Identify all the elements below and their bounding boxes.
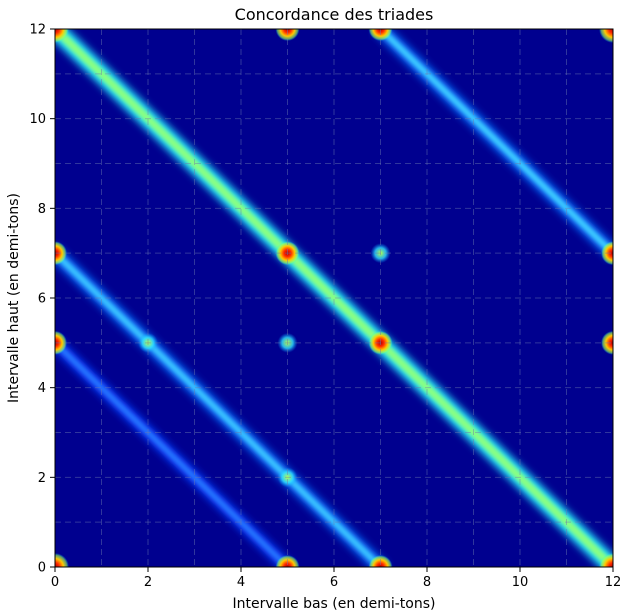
crossing-spot-0	[277, 332, 298, 353]
x-tick-label-2: 2	[144, 575, 152, 590]
peak-point-1	[55, 29, 69, 43]
ridge-diagonal-core-sum-5	[55, 340, 290, 567]
y-tick-label-6: 6	[38, 292, 46, 307]
peak-point-4	[55, 241, 67, 266]
x-tick-label-0: 0	[51, 575, 59, 590]
peak-point-8	[368, 29, 393, 41]
x-axis-label: Intervalle bas (en demi-tons)	[233, 596, 436, 612]
y-tick-label-8: 8	[38, 202, 46, 217]
y-tick-label-12: 12	[29, 23, 46, 38]
chart-title: Concordance des triades	[235, 5, 434, 24]
x-tick-label-10: 10	[512, 575, 529, 590]
x-tick-label-12: 12	[605, 575, 622, 590]
ridge-diagonal-core-sum-12	[55, 29, 613, 567]
peak-point-12	[275, 29, 300, 41]
crossing-spot-3	[138, 332, 158, 353]
peak-point-3	[599, 29, 613, 43]
y-tick-label-10: 10	[29, 112, 46, 127]
grid-lines	[55, 29, 613, 567]
crossing-spot-2	[277, 467, 298, 488]
x-tick-label-4: 4	[237, 575, 245, 590]
peak-point-9	[601, 241, 613, 266]
y-axis: 0 2 4 6 8 10 12	[29, 23, 55, 576]
peak-point-10	[275, 241, 300, 266]
y-tick-label-2: 2	[38, 471, 46, 486]
crossing-spot-1	[370, 243, 391, 264]
ridge-layer	[55, 29, 613, 567]
peak-layer	[55, 29, 613, 567]
peak-point-13	[601, 330, 613, 355]
peak-point-0	[55, 553, 69, 567]
y-axis-label: Intervalle haut (en demi-tons)	[6, 193, 22, 403]
peak-point-11	[368, 330, 393, 355]
peak-point-7	[275, 555, 300, 567]
x-axis: 0 2 4 6 8 10 12	[51, 567, 621, 590]
x-tick-label-6: 6	[330, 575, 338, 590]
ridge-diagonal-core-sum-7	[55, 250, 384, 567]
ridge-diagonal-core-sum-19	[377, 29, 613, 257]
peak-point-2	[599, 553, 613, 567]
y-tick-label-4: 4	[38, 381, 46, 396]
peak-point-5	[55, 330, 67, 355]
x-tick-label-8: 8	[423, 575, 431, 590]
y-tick-label-0: 0	[38, 561, 46, 576]
heatmap-plot-area	[55, 29, 613, 567]
peak-point-6	[368, 555, 393, 567]
